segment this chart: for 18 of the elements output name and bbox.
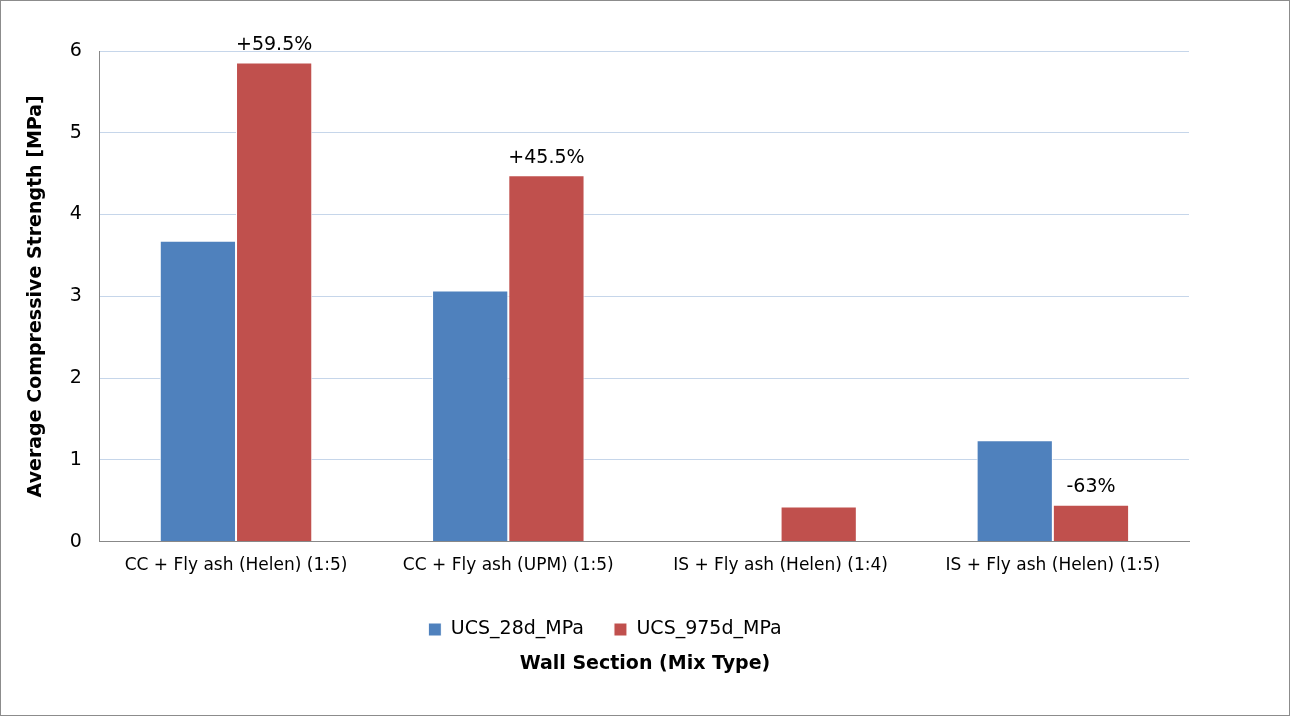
y-tick-label: 4 [69, 201, 82, 224]
y-tick-label: 6 [69, 37, 82, 60]
annotation: +59.5% [236, 31, 313, 54]
legend-label: UCS_28d_MPa [450, 616, 584, 640]
x-tick-label: CC + Fly ash (Helen) (1:5) [124, 554, 348, 575]
y-tick-label: 5 [69, 119, 82, 142]
legend-label: UCS_975d_MPa [636, 616, 782, 640]
x-tick-label: IS + Fly ash (Helen) (1:5) [945, 554, 1161, 575]
y-tick-label: 1 [69, 446, 82, 469]
annotation: -63% [1066, 474, 1116, 497]
y-axis-title: Average Compressive Strength [MPa] [23, 95, 46, 498]
annotation: +45.5% [508, 144, 585, 167]
y-tick-label: 2 [69, 365, 82, 387]
x-axis-title: Wall Section (Mix Type) [518, 651, 772, 673]
x-tick-label: IS + Fly ash (Helen) (1:4) [673, 554, 888, 575]
y-tick-label: 3 [69, 283, 82, 306]
x-tick-label: CC + Fly ash (UPM) (1:5) [402, 554, 614, 575]
y-tick-label: 0 [69, 528, 82, 551]
